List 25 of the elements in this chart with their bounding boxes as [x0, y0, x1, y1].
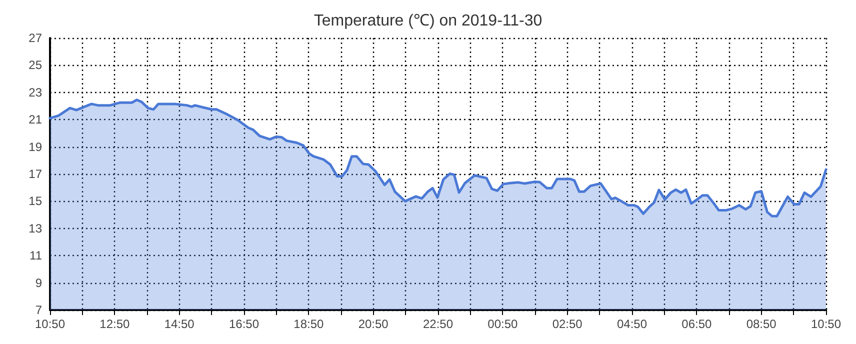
y-tick-label: 17 [28, 167, 42, 181]
y-tick-label: 9 [35, 276, 42, 290]
y-tick-label: 11 [30, 248, 42, 263]
y-tick-label: 25 [28, 58, 42, 72]
y-tick-label: 23 [28, 85, 42, 100]
x-tick-label: 18:50 [294, 317, 324, 331]
x-tick-label: 10:50 [34, 317, 66, 331]
y-tick-label: 19 [28, 140, 42, 154]
x-tick-label: 04:50 [616, 317, 648, 331]
y-tick-label: 13 [28, 221, 42, 236]
y-tick-label: 21 [28, 112, 42, 127]
x-tick-label: 12:50 [100, 317, 130, 331]
x-tick-label: 16:50 [228, 317, 260, 331]
x-tick-label: 20:50 [358, 317, 389, 331]
y-tick-label: 15 [28, 194, 42, 208]
x-tick-label: 08:50 [746, 317, 777, 331]
y-tick-label: 7 [35, 303, 42, 317]
x-tick-label: 02:50 [552, 317, 583, 331]
chart-title: Temperature (℃) on 2019-11-30 [314, 12, 542, 30]
x-tick-label: 10:50 [810, 317, 842, 331]
x-tick-label: 14:50 [164, 317, 195, 331]
x-tick-label: 22:50 [422, 317, 454, 331]
x-tick-label: 00:50 [488, 317, 518, 331]
x-tick-label: 06:50 [682, 317, 712, 331]
y-tick-label: 27 [28, 31, 42, 45]
